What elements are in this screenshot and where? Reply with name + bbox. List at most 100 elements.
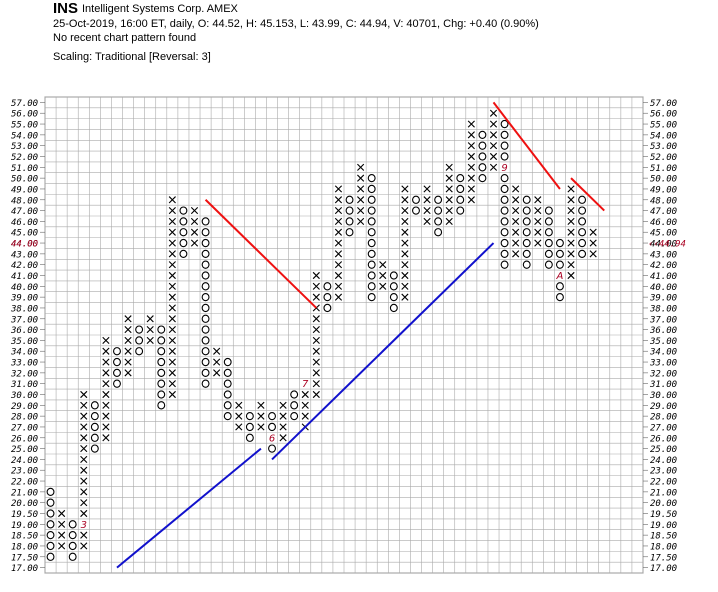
x-mark [312, 380, 320, 388]
chart-header: INS Intelligent Systems Corp. AMEX 25-Oc… [0, 0, 718, 95]
price-tick-left: 21.00 [11, 488, 38, 498]
o-mark [135, 325, 144, 334]
o-mark [113, 357, 121, 367]
x-mark [190, 239, 199, 247]
x-mark [301, 401, 309, 409]
o-mark [68, 530, 77, 540]
x-mark [58, 531, 66, 539]
price-tick-right: 39.00 [649, 294, 677, 304]
price-tick-left: 55.00 [11, 121, 38, 131]
price-tick-left: 24.00 [11, 456, 38, 466]
x-mark [512, 185, 520, 193]
price-tick-right: 19.50 [650, 510, 677, 520]
x-mark [168, 293, 176, 301]
o-mark [223, 357, 232, 367]
o-mark [578, 238, 587, 248]
price-tick-right: 38.00 [649, 304, 677, 314]
o-mark [268, 422, 276, 432]
o-mark [201, 325, 210, 334]
o-mark [389, 271, 398, 280]
x-mark [124, 358, 132, 366]
x-mark [467, 174, 475, 182]
x-mark [168, 261, 176, 269]
o-mark [544, 217, 553, 226]
price-tick-right: 52.00 [650, 153, 677, 163]
x-mark [80, 445, 88, 453]
price-tick-left: 40.00 [11, 283, 38, 293]
price-tick-right: 19.00 [650, 521, 677, 531]
o-mark [367, 271, 376, 280]
x-mark [80, 499, 88, 507]
o-mark [201, 249, 210, 259]
price-tick-right: 30.00 [649, 391, 677, 401]
x-mark [357, 163, 365, 171]
o-mark [68, 552, 77, 561]
o-mark [201, 292, 210, 302]
price-tick-right: 28.00 [650, 413, 677, 423]
x-mark [257, 401, 265, 409]
price-tick-right: 57.00 [650, 99, 677, 109]
o-mark [478, 163, 487, 172]
x-mark [279, 401, 287, 409]
x-mark [213, 369, 221, 377]
o-mark [113, 347, 121, 356]
o-mark [223, 411, 232, 421]
x-mark [80, 412, 88, 420]
support-trendline [116, 447, 262, 569]
x-mark [401, 293, 409, 301]
o-mark [522, 260, 531, 269]
o-mark [544, 228, 553, 237]
price-tick-left: 46.00 [11, 218, 38, 228]
x-mark [567, 207, 575, 215]
x-mark [534, 207, 542, 215]
x-mark [445, 207, 453, 215]
o-mark [113, 368, 121, 378]
x-mark [423, 217, 431, 225]
o-mark [223, 368, 232, 378]
o-mark [389, 292, 398, 302]
x-mark [467, 163, 475, 171]
o-mark [367, 260, 376, 269]
price-tick-right: 47.00 [650, 207, 677, 217]
month-marker: 7 [302, 379, 309, 390]
o-mark [367, 238, 376, 248]
x-mark [512, 250, 520, 258]
o-mark [201, 217, 210, 226]
o-mark [201, 368, 210, 378]
o-mark [544, 260, 553, 269]
o-mark [90, 433, 99, 442]
x-mark [401, 239, 409, 247]
x-mark [567, 271, 575, 280]
price-tick-left: 47.00 [11, 207, 38, 217]
resistance-trendline [570, 177, 605, 212]
x-mark [401, 207, 409, 215]
o-mark [90, 411, 99, 421]
x-mark [334, 282, 343, 290]
resistance-trendline [492, 101, 561, 190]
o-mark [201, 271, 210, 280]
x-mark [312, 369, 320, 377]
o-mark [389, 303, 398, 313]
price-tick-right: 46.00 [650, 218, 677, 228]
o-mark [500, 173, 509, 183]
x-mark [312, 293, 320, 301]
price-tick-right: 50.00 [650, 175, 677, 185]
o-mark [555, 238, 564, 248]
x-mark [102, 347, 110, 355]
x-mark [512, 217, 520, 225]
price-tick-right: 44.00 [650, 240, 677, 250]
price-tick-left: 25.00 [11, 445, 38, 455]
o-mark [268, 411, 276, 421]
o-mark [500, 130, 509, 140]
price-tick-right: 17.50 [650, 553, 677, 563]
x-mark [279, 412, 287, 420]
o-mark [157, 336, 166, 345]
ohlc-summary: 25-Oct-2019, 16:00 ET, daily, O: 44.52, … [53, 18, 539, 30]
x-mark [334, 250, 343, 258]
o-mark [578, 206, 587, 215]
x-mark [534, 196, 542, 204]
x-mark [235, 423, 243, 431]
x-mark [124, 347, 132, 355]
x-mark [80, 455, 88, 463]
